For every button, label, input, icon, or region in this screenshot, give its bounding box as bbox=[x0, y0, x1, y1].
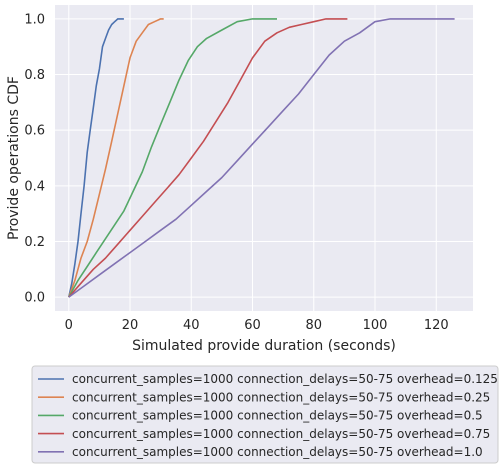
legend-label: concurrent_samples=1000 connection_delay… bbox=[72, 390, 490, 404]
x-tick-label: 100 bbox=[363, 318, 388, 333]
legend-label: concurrent_samples=1000 connection_delay… bbox=[72, 445, 483, 459]
legend-box bbox=[31, 365, 499, 464]
y-tick-label: 0.8 bbox=[24, 68, 45, 83]
x-tick-label: 40 bbox=[183, 318, 200, 333]
tick-labels: 0 20 40 60 80 100 120 0.0 0.2 0.4 0.6 0.8 1.0 bbox=[24, 12, 448, 333]
x-tick-label: 120 bbox=[424, 318, 449, 333]
series-line bbox=[68, 18, 124, 298]
x-tick-label: 0 bbox=[65, 318, 73, 333]
legend-items: concurrent_samples=1000 connection_delay… bbox=[38, 372, 498, 459]
y-tick-label: 0.4 bbox=[24, 179, 45, 194]
y-axis-label: Provide operations CDF bbox=[6, 76, 22, 240]
series-line bbox=[68, 18, 455, 298]
series-line bbox=[68, 18, 277, 298]
x-tick-label: 80 bbox=[305, 318, 322, 333]
x-tick-label: 20 bbox=[122, 318, 139, 333]
x-tick-label: 60 bbox=[244, 318, 261, 333]
legend-label: concurrent_samples=1000 connection_delay… bbox=[72, 427, 490, 441]
plot-area bbox=[55, 5, 473, 311]
legend-label: concurrent_samples=1000 connection_delay… bbox=[72, 372, 498, 386]
series-layer bbox=[68, 18, 455, 298]
y-tick-label: 1.0 bbox=[24, 12, 45, 27]
x-axis-label: Simulated provide duration (seconds) bbox=[132, 338, 396, 354]
series-line bbox=[68, 18, 348, 298]
y-tick-label: 0.6 bbox=[24, 124, 45, 139]
series-line bbox=[68, 18, 164, 298]
legend: concurrent_samples=1000 connection_delay… bbox=[31, 365, 499, 464]
y-tick-label: 0.2 bbox=[24, 235, 45, 250]
y-tick-label: 0.0 bbox=[24, 291, 45, 306]
legend-label: concurrent_samples=1000 connection_delay… bbox=[72, 409, 483, 423]
